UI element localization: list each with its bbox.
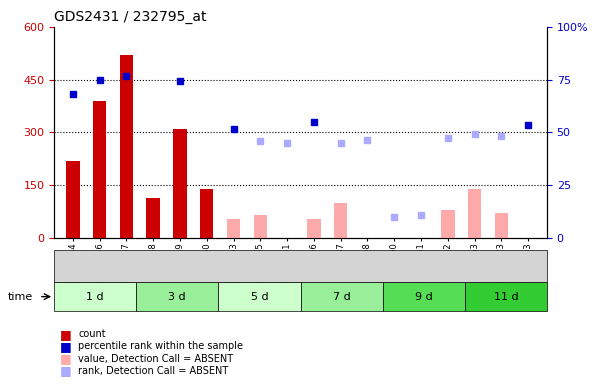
Text: time: time	[8, 291, 34, 302]
Bar	[254, 215, 267, 238]
Bar	[93, 101, 106, 238]
Text: 5 d: 5 d	[251, 291, 268, 302]
Bar	[307, 219, 320, 238]
Bar	[120, 55, 133, 238]
Text: count: count	[78, 329, 106, 339]
Text: 11 d: 11 d	[493, 291, 518, 302]
Bar	[173, 129, 187, 238]
Text: value, Detection Call = ABSENT: value, Detection Call = ABSENT	[78, 354, 233, 364]
Bar	[441, 210, 454, 238]
Text: 7 d: 7 d	[333, 291, 350, 302]
Text: ■: ■	[60, 352, 72, 365]
Text: rank, Detection Call = ABSENT: rank, Detection Call = ABSENT	[78, 366, 228, 376]
Bar	[66, 161, 79, 238]
Text: 3 d: 3 d	[168, 291, 186, 302]
Text: ■: ■	[60, 328, 72, 341]
Bar	[334, 203, 347, 238]
Text: ■: ■	[60, 340, 72, 353]
Bar	[147, 198, 160, 238]
Bar	[227, 219, 240, 238]
Text: ■: ■	[60, 364, 72, 377]
Text: 1 d: 1 d	[87, 291, 104, 302]
Bar	[468, 189, 481, 238]
Bar	[200, 189, 213, 238]
Text: percentile rank within the sample: percentile rank within the sample	[78, 341, 243, 351]
Text: 9 d: 9 d	[415, 291, 433, 302]
Text: GDS2431 / 232795_at: GDS2431 / 232795_at	[54, 10, 207, 25]
Bar	[495, 214, 508, 238]
